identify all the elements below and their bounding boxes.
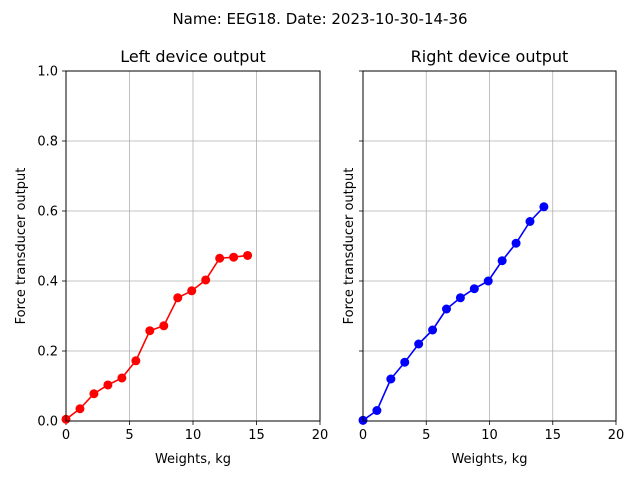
right-data-point [414,339,424,349]
right-axes-frame [362,70,617,422]
left-data-point [201,275,211,285]
left-xtick-label: 0 [62,428,70,443]
left-data-point [187,286,197,296]
left-data-point [243,250,253,260]
right-xtick-label: 0 [359,428,367,443]
right-xtick-label: 5 [422,428,430,443]
right-data-point [441,304,451,314]
right-device-chart: Right device output Weights, kg Force tr… [342,47,624,467]
left-xtick-label: 10 [185,428,202,443]
right-data-point [400,357,410,367]
left-ytick-label: 0.6 [37,205,58,220]
right-data-point [497,256,507,266]
right-data-point [511,238,521,248]
right-data-point [428,325,438,335]
left-data-point [131,356,141,366]
left-data-point [159,321,169,331]
left-data-point [75,404,85,414]
right-xtick-label: 15 [544,428,561,443]
left-data-point [173,293,183,303]
right-data-point [539,202,549,212]
right-chart-title: Right device output [411,47,569,66]
right-data-point [386,374,396,384]
left-ytick-label: 0.8 [37,135,58,150]
left-chart-xlabel: Weights, kg [155,452,231,467]
left-axes-frame [65,70,321,422]
left-data-point [117,373,127,383]
left-ytick-label: 1.0 [37,65,58,80]
right-xtick-label: 10 [481,428,498,443]
left-data-point [229,252,239,262]
left-ytick-label: 0.0 [37,415,58,430]
right-data-point [469,284,479,294]
left-data-point [103,380,113,390]
figure-suptitle: Name: EEG18. Date: 2023-10-30-14-36 [172,10,467,28]
left-ytick-label: 0.4 [37,275,58,290]
left-data-point [215,253,225,263]
right-chart-xlabel: Weights, kg [451,452,527,467]
right-data-point [372,406,382,415]
left-xtick-label: 20 [312,428,329,443]
right-data-point [455,293,465,303]
left-device-chart: Left device output Weights, kg Force tra… [14,47,328,467]
left-data-point [89,389,99,399]
left-xtick-label: 5 [125,428,133,443]
left-data-point [145,326,155,336]
left-ytick-label: 0.2 [37,345,58,360]
right-data-point [483,276,493,286]
right-chart-ylabel: Force transducer output [342,168,357,325]
right-xtick-label: 20 [608,428,625,443]
right-data-point [525,217,535,226]
left-chart-title: Left device output [120,47,266,66]
left-xtick-label: 15 [248,428,265,443]
left-chart-ylabel: Force transducer output [14,168,29,325]
